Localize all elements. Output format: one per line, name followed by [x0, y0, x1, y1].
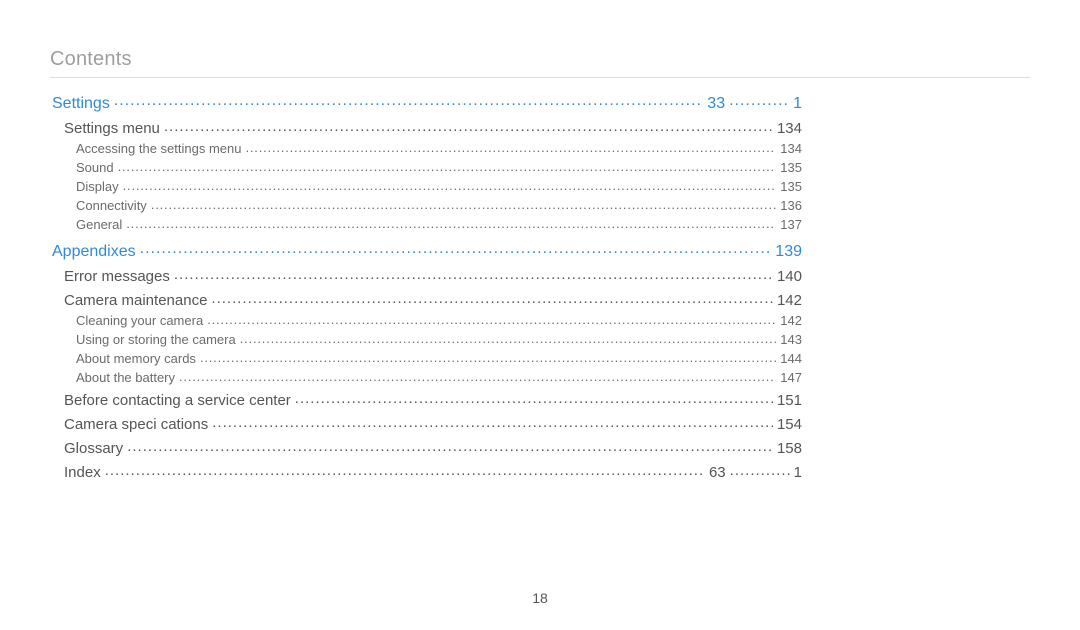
toc-label[interactable]: Glossary [64, 440, 123, 457]
toc-label[interactable]: Using or storing the camera [76, 332, 236, 347]
dot-leader [179, 369, 776, 382]
toc-label[interactable]: Index [64, 464, 101, 481]
toc-page[interactable]: 134 [780, 141, 802, 156]
toc-label[interactable]: Connectivity [76, 198, 147, 213]
dot-leader [200, 350, 776, 363]
toc-row: Cleaning your camera 142 [76, 312, 802, 328]
toc-row: Glossary 158 [64, 438, 802, 457]
dot-leader [151, 197, 776, 210]
dot-leader [730, 462, 790, 477]
toc-row: Camera speci cations 154 [64, 414, 802, 433]
toc-row: Accessing the settings menu 134 [76, 140, 802, 156]
toc-page[interactable]: 144 [780, 351, 802, 366]
toc-label[interactable]: Camera maintenance [64, 292, 207, 309]
toc-label[interactable]: General [76, 217, 122, 232]
toc-label[interactable]: Before contacting a service center [64, 392, 291, 409]
toc-label[interactable]: Settings [52, 95, 110, 113]
dot-leader [164, 118, 773, 133]
dot-leader [207, 312, 776, 325]
page-number: 18 [0, 590, 1080, 606]
dot-leader [211, 290, 773, 305]
toc-label[interactable]: Cleaning your camera [76, 313, 203, 328]
dot-leader [114, 92, 703, 108]
toc-mid-number: 33 [707, 95, 725, 113]
dot-leader [295, 390, 773, 405]
toc-label[interactable]: Camera speci cations [64, 416, 208, 433]
toc-page[interactable]: 151 [777, 392, 802, 409]
toc-label[interactable]: About memory cards [76, 351, 196, 366]
toc-page[interactable]: 154 [777, 416, 802, 433]
toc-row: About the battery 147 [76, 369, 802, 385]
toc-page[interactable]: 134 [777, 120, 802, 137]
toc-row: Connectivity 136 [76, 197, 802, 213]
toc-page[interactable]: 135 [780, 160, 802, 175]
table-of-contents: Settings331Settings menu134Accessing the… [52, 92, 802, 481]
dot-leader [212, 414, 773, 429]
toc-row: General 137 [76, 216, 802, 232]
dot-leader [240, 331, 777, 344]
divider [50, 77, 1030, 78]
toc-label[interactable]: Sound [76, 160, 114, 175]
toc-row: Display 135 [76, 178, 802, 194]
toc-row: Index 63 1 [64, 462, 802, 481]
toc-label[interactable]: Display [76, 179, 119, 194]
toc-row: Using or storing the camera 143 [76, 331, 802, 347]
toc-mid-number: 63 [709, 464, 726, 481]
toc-page[interactable]: 1 [794, 464, 802, 481]
toc-row: Settings menu 134 [64, 118, 802, 137]
dot-leader [140, 240, 772, 256]
dot-leader [245, 140, 776, 153]
dot-leader [126, 216, 776, 229]
dot-leader [127, 438, 773, 453]
dot-leader [729, 92, 789, 108]
dot-leader [118, 159, 777, 172]
toc-page[interactable]: 139 [775, 243, 802, 261]
toc-page[interactable]: 1 [793, 95, 802, 113]
toc-row: Error messages 140 [64, 266, 802, 285]
toc-page[interactable]: 143 [780, 332, 802, 347]
dot-leader [105, 462, 705, 477]
page: Contents Settings331Settings menu134Acce… [0, 0, 1080, 630]
toc-page[interactable]: 147 [780, 370, 802, 385]
toc-page[interactable]: 136 [780, 198, 802, 213]
toc-label[interactable]: Appendixes [52, 243, 136, 261]
toc-page[interactable]: 142 [777, 292, 802, 309]
toc-row: Camera maintenance 142 [64, 290, 802, 309]
toc-row: Before contacting a service center 151 [64, 390, 802, 409]
toc-row: Appendixes 139 [52, 240, 802, 261]
toc-page[interactable]: 142 [780, 313, 802, 328]
toc-row: About memory cards 144 [76, 350, 802, 366]
toc-label[interactable]: Settings menu [64, 120, 160, 137]
toc-label[interactable]: About the battery [76, 370, 175, 385]
toc-page[interactable]: 158 [777, 440, 802, 457]
toc-page[interactable]: 140 [777, 268, 802, 285]
dot-leader [123, 178, 777, 191]
toc-page[interactable]: 135 [780, 179, 802, 194]
toc-label[interactable]: Error messages [64, 268, 170, 285]
toc-row: Sound 135 [76, 159, 802, 175]
toc-page[interactable]: 137 [780, 217, 802, 232]
toc-row: Settings 33 1 [52, 92, 802, 113]
dot-leader [174, 266, 773, 281]
toc-label[interactable]: Accessing the settings menu [76, 141, 241, 156]
page-title: Contents [50, 48, 1030, 71]
